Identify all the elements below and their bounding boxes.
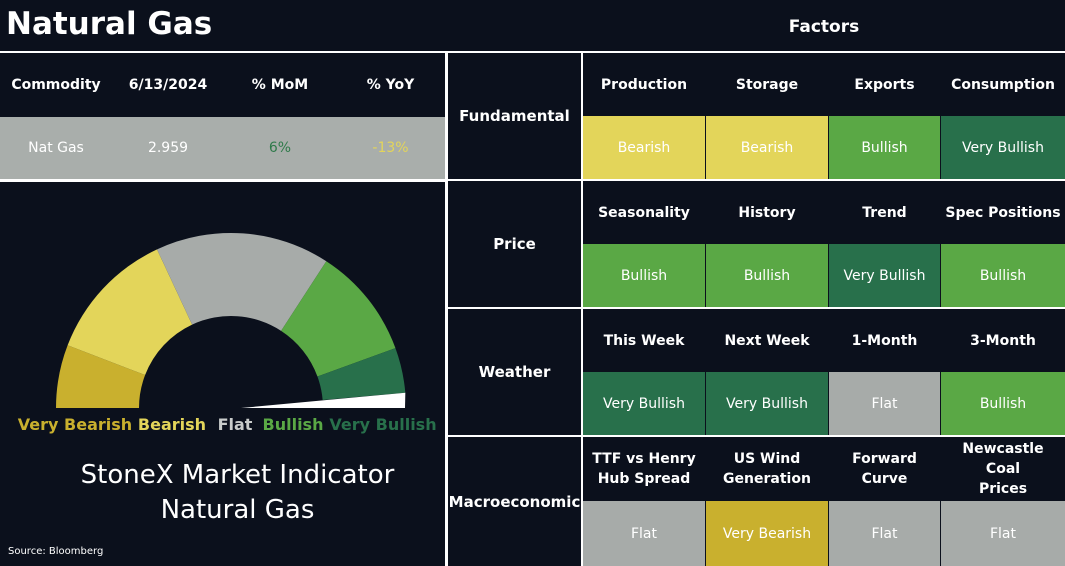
divider: [448, 307, 1065, 309]
factor-signal: Very Bullish: [706, 372, 828, 435]
indicator-line: Natural Gas: [160, 495, 315, 525]
gauge-label: Flat: [218, 415, 253, 434]
factor-group: Weather: [478, 363, 551, 381]
gauge-needle: [241, 392, 406, 408]
divider: [581, 181, 583, 307]
factor-name: US Wind Generation: [723, 451, 811, 487]
table-header: Commodity: [11, 77, 101, 93]
factor-signal: Flat: [941, 501, 1065, 566]
factor-signal: Bullish: [829, 116, 940, 179]
factor-signal: Flat: [829, 372, 940, 435]
gauge-segment: [56, 345, 146, 408]
table-header: % MoM: [251, 77, 309, 93]
factor-signal: Bullish: [583, 244, 705, 307]
divider: [0, 179, 446, 182]
factor-name: Next Week: [724, 332, 810, 349]
divider: [0, 51, 1065, 53]
factor-signal: Bullish: [706, 244, 828, 307]
factor-name: Storage: [735, 76, 799, 93]
factor-group: Macroeconomic: [448, 492, 581, 511]
divider: [445, 51, 448, 566]
divider: [448, 179, 1065, 181]
gauge-segment: [157, 233, 327, 331]
factor-name: 1-Month: [851, 332, 918, 349]
gauge-segment: [317, 348, 406, 400]
factor-signal: Very Bearish: [706, 501, 828, 566]
page-title: Natural Gas: [6, 6, 213, 42]
factor-signal: Bearish: [583, 116, 705, 179]
factor-signal: Very Bullish: [941, 116, 1065, 179]
factor-name: Trend: [862, 204, 907, 221]
factor-signal: Very Bullish: [583, 372, 705, 435]
factor-group: Fundamental: [459, 107, 570, 125]
factor-name: Consumption: [951, 76, 1055, 93]
factor-name: Seasonality: [598, 204, 690, 221]
factor-name: This Week: [603, 332, 685, 349]
indicator-line: StoneX Market Indicator: [80, 460, 395, 490]
gauge-segment: [67, 249, 193, 376]
table-cell: 6%: [268, 140, 292, 156]
factor-signal: Bullish: [941, 372, 1065, 435]
factors-title: Factors: [788, 17, 860, 37]
divider: [581, 53, 583, 179]
gauge-label: Bearish: [138, 415, 206, 434]
factor-name: TTF vs Henry Hub Spread: [592, 451, 696, 487]
divider: [448, 435, 1065, 437]
factor-signal: Very Bullish: [829, 244, 940, 307]
table-cell: 2.959: [147, 140, 189, 156]
gauge-label: Bullish: [263, 415, 324, 434]
gauge-segment: [281, 261, 396, 377]
factor-signal: Flat: [583, 501, 705, 566]
factor-name: Newcastle Coal Prices: [962, 441, 1044, 497]
factor-name: Production: [600, 76, 688, 93]
table-row-bg: [0, 117, 445, 179]
factor-name: Forward Curve: [852, 451, 917, 487]
divider: [581, 437, 583, 566]
gauge-label: Very Bearish: [18, 415, 132, 434]
factor-name: Exports: [854, 76, 915, 93]
factor-signal: Bearish: [706, 116, 828, 179]
table-header: % YoY: [366, 77, 415, 93]
table-cell: -13%: [372, 140, 409, 156]
table-cell: Nat Gas: [28, 140, 84, 156]
factor-name: History: [738, 204, 796, 221]
gauge-label: Very Bullish: [329, 415, 436, 434]
factor-signal: Flat: [829, 501, 940, 566]
factor-name: Spec Positions: [945, 204, 1061, 221]
divider: [581, 309, 583, 435]
gauge: Very Bearish Bearish Flat Bullish Very Bulli…: [18, 233, 437, 434]
factor-name: 3-Month: [970, 332, 1036, 349]
factor-signal: Bullish: [941, 244, 1065, 307]
table-header: 6/13/2024: [128, 77, 208, 93]
indicator-title: StoneX Market Indicator Natural Gas: [0, 458, 475, 528]
factor-group: Price: [493, 235, 536, 253]
source: Source: Bloomberg: [8, 546, 104, 557]
